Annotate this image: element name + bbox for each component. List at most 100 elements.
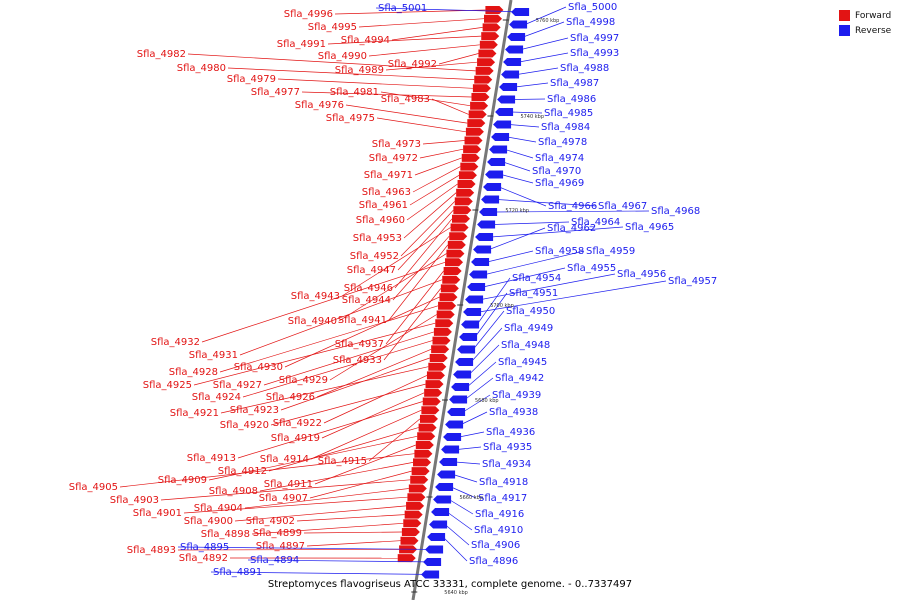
forward-gene-label: Sfla_4947 xyxy=(347,265,396,276)
reverse-gene-arrow xyxy=(441,445,460,454)
reverse-gene-label: Sfla_4987 xyxy=(550,78,599,89)
reverse-gene-label: Sfla_4969 xyxy=(535,178,584,189)
forward-gene-arrow xyxy=(401,528,420,536)
forward-gene-arrow xyxy=(435,319,454,328)
scale-tick-label: 5640 kbp xyxy=(444,590,468,596)
legend-reverse: Reverse xyxy=(839,23,891,38)
reverse-leader-line xyxy=(515,82,549,88)
forward-gene-label: Sfla_4972 xyxy=(369,153,418,164)
scale-tick-label: 5680 kbp xyxy=(475,398,499,404)
forward-gene-label: Sfla_4989 xyxy=(335,65,384,76)
forward-gene-label: Sfla_4904 xyxy=(194,503,243,514)
reverse-leader-line xyxy=(509,124,540,128)
forward-gene-arrow xyxy=(461,153,480,162)
forward-leader-line xyxy=(270,383,426,426)
reverse-leader-line xyxy=(444,524,470,546)
reverse-leader-line xyxy=(488,227,546,250)
reverse-gene-arrow xyxy=(453,370,472,379)
reverse-gene-label: Sfla_4966 xyxy=(548,201,597,212)
legend-forward-label: Forward xyxy=(855,10,892,21)
forward-leader-line xyxy=(263,331,435,386)
forward-gene-label: Sfla_4946 xyxy=(344,283,393,294)
forward-gene-arrow xyxy=(449,232,468,241)
forward-leader-line xyxy=(201,261,446,343)
reverse-gene-label: Sfla_4957 xyxy=(668,276,717,287)
forward-gene-arrow xyxy=(447,240,466,249)
reverse-leader-line xyxy=(375,7,528,13)
forward-gene-arrow xyxy=(451,214,470,223)
forward-leader-line xyxy=(385,270,444,345)
reverse-gene-arrow xyxy=(509,20,528,29)
forward-gene-label: Sfla_4897 xyxy=(256,541,305,552)
reverse-gene-arrow xyxy=(483,183,502,191)
forward-leader-line xyxy=(383,288,442,361)
reverse-gene-arrow xyxy=(475,233,494,241)
reverse-gene-arrow xyxy=(511,8,530,16)
forward-gene-arrow xyxy=(474,75,493,84)
reverse-leader-line xyxy=(446,511,473,531)
forward-leader-line xyxy=(244,488,409,509)
forward-gene-arrow xyxy=(484,14,503,23)
forward-leader-line xyxy=(310,409,422,460)
forward-leader-line xyxy=(119,453,415,488)
forward-leader-line xyxy=(220,366,429,414)
reverse-gene-label: Sfla_4917 xyxy=(478,493,527,504)
forward-gene-label: Sfla_4919 xyxy=(271,433,320,444)
reverse-leader-line xyxy=(247,559,440,563)
forward-gene-label: Sfla_4940 xyxy=(288,316,337,327)
forward-gene-arrow xyxy=(424,388,443,397)
forward-leader-line xyxy=(301,91,472,98)
forward-gene-label: Sfla_4996 xyxy=(284,9,333,20)
reverse-gene-label: Sfla_4910 xyxy=(474,525,523,536)
reverse-gene-label: Sfla_4891 xyxy=(213,567,262,578)
reverse-leader-line xyxy=(177,546,442,550)
legend: Forward Reverse xyxy=(839,8,891,38)
forward-gene-arrow xyxy=(453,206,472,215)
reverse-gene-label: Sfla_4993 xyxy=(570,48,619,59)
forward-gene-label: Sfla_4892 xyxy=(179,553,228,564)
reverse-gene-arrow xyxy=(503,58,522,66)
forward-gene-label: Sfla_4922 xyxy=(273,418,322,429)
reverse-leader-line xyxy=(507,136,537,143)
forward-gene-label: Sfla_4912 xyxy=(218,466,267,477)
reverse-leader-line xyxy=(460,411,488,425)
reverse-gene-arrow xyxy=(421,570,440,579)
reverse-gene-arrow xyxy=(499,83,518,91)
forward-leader-line xyxy=(380,91,471,107)
reverse-gene-label: Sfla_4986 xyxy=(547,94,596,105)
reverse-gene-arrow xyxy=(439,458,458,466)
reverse-leader-line xyxy=(470,327,503,363)
legend-reverse-label: Reverse xyxy=(855,25,892,36)
forward-gene-arrow xyxy=(479,40,498,49)
reverse-gene-label: Sfla_4951 xyxy=(509,288,558,299)
forward-gene-arrow xyxy=(481,32,500,41)
forward-gene-arrow xyxy=(429,354,448,362)
forward-gene-arrow xyxy=(422,397,441,406)
scale-tick-label: 5720 kbp xyxy=(505,208,529,214)
forward-gene-label: Sfla_4975 xyxy=(326,113,375,124)
forward-gene-arrow xyxy=(411,467,430,476)
reverse-gene-arrow xyxy=(479,208,498,216)
forward-leader-line xyxy=(323,375,428,424)
forward-gene-label: Sfla_4937 xyxy=(335,339,384,350)
forward-gene-label: Sfla_4902 xyxy=(246,516,295,527)
reverse-gene-arrow xyxy=(443,433,462,441)
forward-leader-line xyxy=(296,514,405,522)
forward-gene-arrow xyxy=(467,119,486,128)
reverse-gene-arrow xyxy=(461,320,480,329)
forward-gene-arrow xyxy=(458,171,477,180)
forward-gene-label: Sfla_4903 xyxy=(110,495,159,506)
forward-leader-line xyxy=(251,522,404,535)
forward-leader-line xyxy=(431,98,469,115)
reverse-leader-line xyxy=(502,161,531,172)
reverse-gene-label: Sfla_5001 xyxy=(378,3,427,14)
forward-gene-arrow xyxy=(428,362,447,371)
genome-backbone xyxy=(411,0,513,600)
reverse-gene-label: Sfla_4942 xyxy=(495,373,544,384)
reverse-gene-label: Sfla_4896 xyxy=(469,556,518,567)
reverse-gene-label: Sfla_4964 xyxy=(571,217,620,228)
forward-leader-line xyxy=(177,549,400,551)
forward-gene-label: Sfla_4944 xyxy=(342,295,391,306)
forward-gene-arrow xyxy=(404,510,423,519)
